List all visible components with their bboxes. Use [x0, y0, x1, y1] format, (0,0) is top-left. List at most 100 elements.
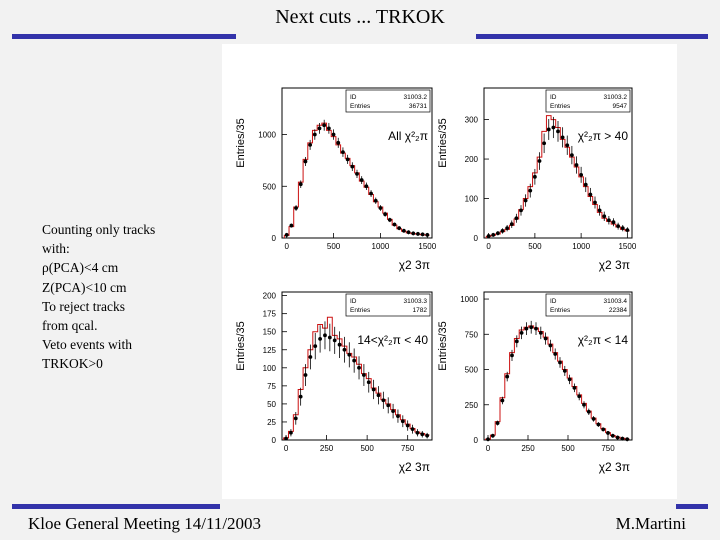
data-point [337, 342, 342, 347]
data-point [625, 228, 630, 233]
data-point [548, 343, 553, 348]
data-point [591, 416, 596, 421]
x-axis-label: χ2 3π [399, 460, 430, 474]
data-point [294, 206, 298, 210]
data-point [601, 427, 606, 432]
data-point [491, 232, 496, 237]
data-point [569, 153, 574, 158]
data-point [369, 191, 373, 196]
data-point [361, 373, 366, 377]
data-point [625, 437, 630, 442]
x-tick-label: 0 [486, 444, 491, 453]
data-point [342, 347, 347, 352]
notes-line: To reject tracks [42, 298, 126, 314]
stats-entries-label: Entries [550, 307, 571, 314]
y-tick-label: 125 [263, 346, 277, 355]
data-point [376, 393, 381, 398]
data-point [387, 217, 392, 222]
x-tick-label: 500 [360, 444, 374, 453]
y-tick-label: 300 [465, 116, 479, 125]
data-point [486, 234, 491, 238]
x-tick-label: 500 [561, 444, 575, 453]
data-point [560, 135, 565, 140]
stats-box [545, 293, 631, 317]
y-tick-label: 0 [474, 234, 479, 243]
y-tick-label: 1000 [258, 131, 276, 140]
data-point [420, 432, 425, 437]
stats-box [345, 89, 431, 113]
data-point [336, 140, 341, 145]
data-point [326, 126, 331, 131]
notes-line: ρ(PCA)<4 cm [42, 260, 119, 276]
data-point [284, 232, 289, 237]
y-axis-label: Entries/35 [437, 118, 449, 168]
x-axis-label: χ2 3π [599, 258, 630, 272]
y-tick-label: 0 [272, 436, 277, 445]
data-point [546, 127, 551, 132]
stats-entries-value: 22384 [609, 307, 627, 314]
data-point [505, 226, 510, 231]
stats-entries-label: Entries [550, 103, 571, 110]
y-tick-label: 0 [474, 436, 479, 445]
footer-author: M.Martini [615, 514, 686, 533]
x-tick-label: 750 [601, 444, 615, 453]
data-point [553, 352, 558, 356]
notes-line: Counting only tracks [42, 222, 156, 237]
data-point [620, 226, 625, 231]
slide-title: Next cuts ... TRKOK [275, 6, 445, 28]
data-point [308, 142, 313, 147]
data-point [572, 385, 577, 390]
data-point [514, 216, 519, 221]
plot-frame [281, 87, 433, 239]
y-tick-label: 750 [465, 330, 479, 339]
data-point [313, 344, 318, 349]
data-point [345, 157, 350, 162]
data-point [556, 129, 560, 134]
data-point [355, 171, 359, 176]
y-axis-label: Entries/35 [437, 321, 449, 371]
data-point [381, 398, 386, 403]
data-point [620, 436, 625, 441]
y-tick-label: 0 [272, 234, 277, 243]
data-point [588, 192, 593, 197]
data-point [383, 212, 388, 217]
data-point [397, 226, 402, 231]
data-point [537, 159, 542, 163]
mc-histogram-line [485, 325, 630, 440]
data-point [596, 422, 601, 427]
data-point [347, 352, 352, 357]
data-point [523, 198, 528, 203]
data-point [577, 394, 582, 399]
data-point [357, 365, 361, 370]
stats-id-value: 31003.2 [404, 94, 428, 101]
data-point [558, 360, 562, 365]
data-point [586, 409, 591, 414]
y-tick-label: 500 [263, 182, 277, 191]
data-point [495, 231, 500, 236]
x-tick-label: 1000 [372, 242, 390, 251]
data-point [583, 182, 588, 187]
mc-histogram-line [485, 115, 630, 238]
data-point [519, 330, 524, 335]
plot-frame [483, 291, 633, 441]
footer-rule-right [676, 504, 708, 509]
data-point [332, 338, 337, 343]
x-tick-label: 500 [528, 242, 542, 251]
data-point [373, 198, 378, 203]
data-point [593, 200, 597, 205]
y-tick-label: 200 [263, 292, 277, 301]
data-point [405, 423, 410, 428]
data-point [615, 435, 620, 440]
data-point [406, 230, 411, 235]
y-tick-label: 25 [267, 418, 276, 427]
data-point [392, 222, 397, 227]
data-point [359, 178, 364, 182]
data-point [410, 427, 415, 432]
data-point [308, 355, 313, 359]
data-point [318, 337, 323, 341]
data-point [597, 208, 602, 213]
data-point [401, 228, 406, 233]
notes-line: from qcal. [42, 318, 98, 334]
data-point [606, 431, 610, 435]
data-point [551, 125, 556, 130]
